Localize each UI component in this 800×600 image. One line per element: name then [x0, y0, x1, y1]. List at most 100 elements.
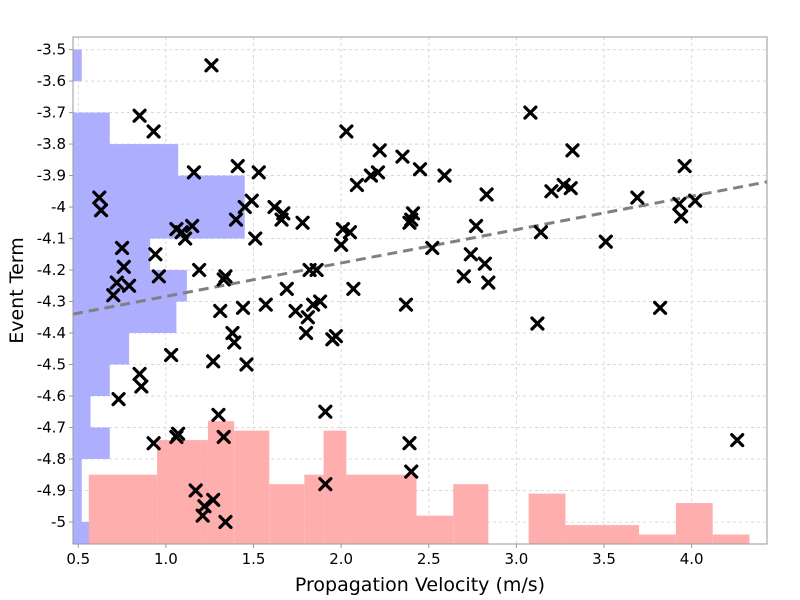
data-point [227, 335, 242, 350]
y-axis-label: Event Term [6, 237, 28, 344]
x-tick-label: 4.0 [680, 550, 704, 568]
y-tick-label: -4.3 [37, 293, 66, 311]
data-point [186, 165, 202, 180]
data-point [398, 297, 414, 312]
y-tick-label: -3.5 [37, 41, 66, 59]
data-point [313, 294, 328, 309]
data-points [92, 58, 745, 530]
data-point [363, 168, 379, 183]
y-hist-bar [73, 333, 130, 365]
data-point [148, 247, 163, 262]
data-point [279, 281, 294, 297]
data-point [121, 278, 137, 293]
y-hist-bar [73, 175, 245, 239]
data-point [295, 215, 310, 230]
data-point [206, 492, 221, 508]
x-hist-bar [304, 474, 324, 544]
data-point [211, 407, 226, 422]
data-point [230, 159, 245, 174]
y-tick-label: -3.8 [37, 135, 66, 153]
y-tick-label: -4.1 [37, 230, 66, 248]
data-point [116, 259, 131, 274]
x-hist-bar [528, 493, 566, 544]
data-point [204, 58, 219, 73]
x-tick-label: 3.0 [504, 550, 528, 568]
y-axis-ticks: -3.5 -3.6 -3.7 -3.8 -3.9 -4 -4.1 -4.2 -4.3 -4.4 -4… [37, 41, 73, 531]
data-point [106, 288, 121, 303]
data-point [171, 426, 186, 441]
y-tick-label: -4.2 [37, 261, 66, 279]
data-point [114, 240, 130, 256]
data-point [134, 379, 149, 394]
x-axis-label: Propagation Velocity (m/s) [295, 574, 545, 596]
data-point [523, 105, 538, 120]
data-point [146, 436, 161, 451]
x-hist-bar [323, 430, 347, 544]
y-hist-bar [73, 301, 177, 334]
data-point [305, 297, 321, 312]
data-point [402, 436, 417, 451]
data-point [672, 196, 687, 212]
y-hist-bar [73, 238, 151, 271]
data-point [630, 190, 645, 205]
data-point [688, 193, 703, 208]
data-point [370, 165, 386, 180]
data-point [235, 300, 251, 315]
y-tick-label: -3.7 [37, 104, 66, 122]
x-hist-bar [712, 534, 750, 544]
data-point [258, 297, 273, 312]
data-point [334, 237, 349, 252]
data-point [456, 269, 471, 284]
data-point [197, 499, 212, 514]
data-point [437, 168, 452, 183]
data-point [218, 514, 233, 530]
data-point [318, 477, 333, 492]
data-point [318, 404, 333, 419]
y-tick-label: -4.5 [37, 356, 66, 374]
data-point [412, 162, 428, 177]
data-point [174, 225, 189, 240]
y-tick-label: -5 [51, 513, 66, 531]
data-point [146, 124, 161, 139]
y-histogram [73, 49, 245, 544]
data-point [244, 193, 259, 208]
y-tick-label: -3.6 [37, 72, 66, 90]
data-point [339, 124, 354, 139]
data-point [132, 366, 147, 382]
y-tick-label: -4.4 [37, 324, 66, 342]
y-tick-label: -4.7 [37, 418, 66, 436]
x-hist-bar [88, 474, 158, 544]
data-point [93, 203, 109, 218]
data-point [652, 300, 668, 315]
data-point [309, 262, 324, 278]
x-hist-bar [346, 474, 417, 544]
x-hist-bar [416, 515, 454, 544]
data-point [395, 149, 410, 164]
y-hist-bar [73, 49, 82, 82]
x-tick-label: 2.5 [417, 550, 441, 568]
y-hist-bar [73, 521, 91, 544]
data-point [563, 181, 578, 196]
data-point [544, 184, 559, 199]
y-hist-bar [73, 144, 179, 176]
data-point [342, 225, 357, 240]
data-point [239, 357, 254, 372]
data-point [92, 190, 107, 205]
data-point [565, 143, 580, 158]
data-point [213, 303, 228, 319]
y-hist-bar [73, 458, 82, 522]
data-point [185, 218, 200, 234]
y-hist-bar [73, 427, 110, 459]
data-point [477, 256, 492, 271]
x-hist-bar [453, 484, 489, 544]
data-point [349, 177, 365, 193]
x-hist-bar [234, 430, 270, 544]
data-point [530, 316, 545, 331]
data-point [533, 225, 549, 240]
x-histogram [88, 421, 750, 544]
data-point [288, 303, 303, 319]
data-point [216, 429, 231, 445]
data-point [251, 165, 266, 180]
y-hist-bar [73, 112, 110, 145]
data-point [335, 221, 350, 237]
